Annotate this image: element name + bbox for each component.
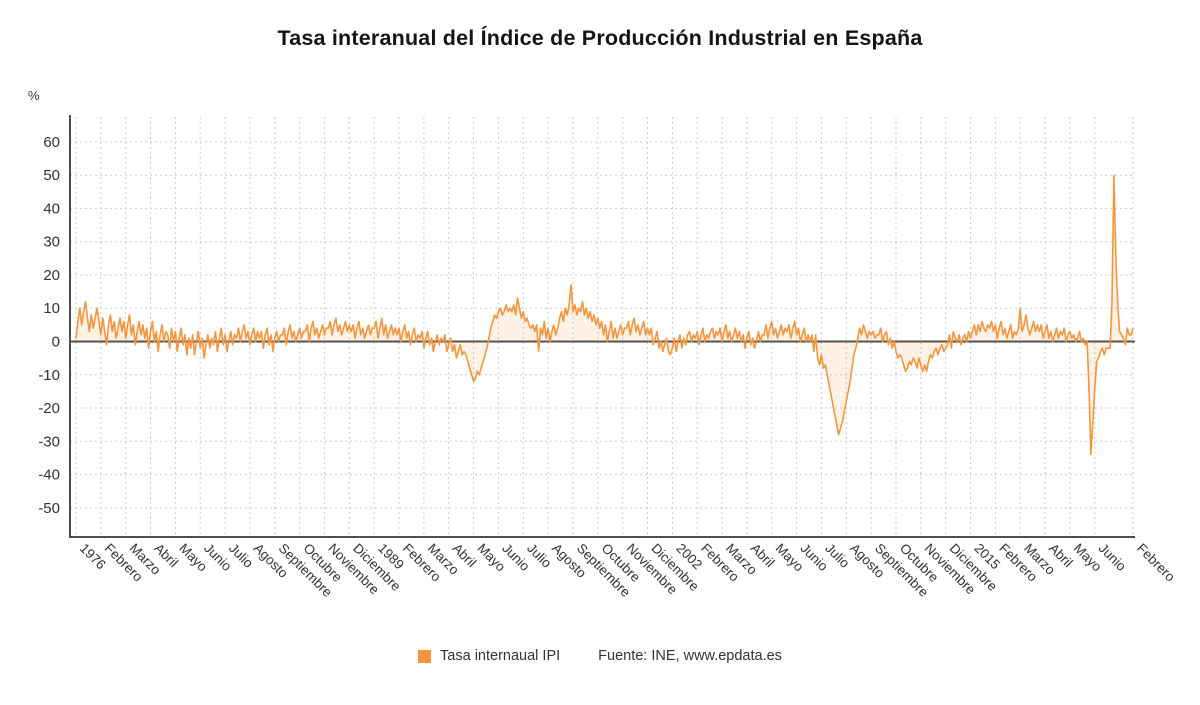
legend-swatch-icon	[418, 649, 432, 663]
y-tick-label: -30	[38, 433, 60, 450]
x-tick-label: Junio	[797, 541, 830, 574]
grid-lines	[70, 117, 1135, 537]
source-site-link: www.epdata.es	[683, 648, 782, 664]
x-tick-label: Mayo	[474, 541, 508, 575]
x-tick-label: Mayo	[773, 541, 807, 575]
x-tick-label: Junio	[499, 541, 532, 574]
series	[75, 174, 1134, 456]
source-prefix: Fuente: INE,	[598, 648, 684, 664]
y-tick-label: 60	[43, 134, 60, 151]
y-tick-label: 10	[43, 300, 60, 317]
y-tick-label: 0	[52, 334, 60, 351]
y-tick-label: -20	[38, 400, 60, 417]
x-tick-label: Mayo	[176, 541, 210, 575]
y-tick-label: 50	[43, 167, 60, 184]
y-tick-label: 40	[43, 200, 60, 217]
chart-title: Tasa interanual del Índice de Producción…	[277, 26, 923, 50]
x-tick-label: Febrero	[1134, 541, 1178, 585]
y-axis-unit-label: %	[28, 88, 40, 103]
x-tick-label: 1976	[77, 541, 109, 573]
y-tick-label: -10	[38, 367, 60, 384]
x-tick-label: Junio	[1096, 541, 1129, 574]
series-line	[75, 174, 1134, 456]
x-tick-labels: 1976FebreroMarzoAbrilMayoJunioJulioAgost…	[77, 541, 1178, 600]
x-tick-label: Mayo	[1071, 541, 1105, 575]
y-tick-labels: 60 50 40 30 20 10 0 -10 -20 -30 -40 -50	[38, 134, 60, 517]
series-area	[76, 175, 1133, 455]
legend-series-label: Tasa internaual IPI	[440, 648, 561, 664]
y-tick-label: -50	[38, 500, 60, 517]
chart-legend: Tasa internaual IPI Fuente: INE, www.epd…	[0, 648, 1200, 664]
y-tick-label: 30	[43, 234, 60, 251]
y-tick-label: -40	[38, 467, 60, 484]
source-label: Fuente: INE, www.epdata.es	[598, 648, 782, 664]
x-tick-label: Junio	[201, 541, 234, 574]
y-tick-label: 20	[43, 267, 60, 284]
